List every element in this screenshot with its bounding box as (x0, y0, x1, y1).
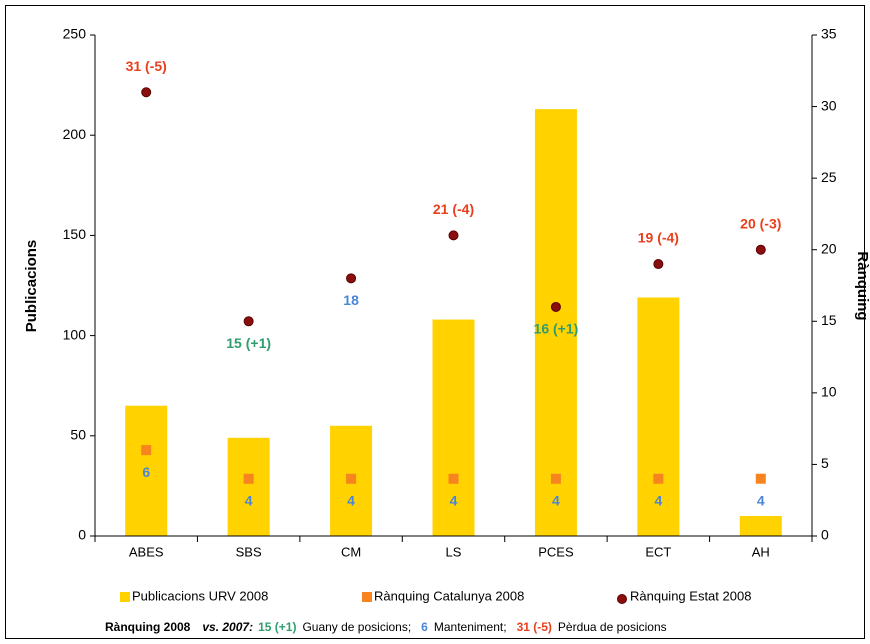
point (141, 445, 152, 456)
data-label: 21 (-4) (433, 201, 474, 217)
point (653, 473, 664, 484)
footnote-part: Manteniment; (434, 620, 507, 634)
data-label: 4 (654, 492, 662, 508)
legend-marker (120, 592, 130, 602)
y-tick-label: 200 (63, 126, 87, 142)
bar (739, 515, 782, 536)
data-label: 4 (245, 492, 253, 508)
point (550, 473, 561, 484)
x-tick-label: ABES (129, 544, 164, 559)
y-tick-label: 150 (63, 226, 87, 242)
chart-frame (5, 5, 865, 639)
y2-tick-label: 35 (821, 26, 837, 42)
x-tick-label: AH (752, 544, 770, 559)
y2-tick-label: 25 (821, 169, 837, 185)
y2-tick-label: 5 (821, 455, 829, 471)
y-tick-label: 0 (78, 527, 86, 543)
x-tick-label: ECT (645, 544, 671, 559)
data-label: 4 (552, 492, 560, 508)
point (448, 473, 459, 484)
bar (227, 437, 270, 536)
footnote: Rànquing 2008 vs. 2007: 15 (+1) Guany de po… (105, 620, 667, 634)
bar (637, 297, 680, 536)
x-tick-label: PCES (538, 544, 574, 559)
data-label: 4 (450, 492, 458, 508)
footnote-part: 6 (421, 620, 428, 634)
y-axis-label: Publicacions (23, 240, 40, 333)
x-tick-label: LS (446, 544, 462, 559)
data-label: 4 (347, 492, 355, 508)
y-tick-label: 250 (63, 26, 87, 42)
data-label: 16 (+1) (534, 321, 579, 337)
y2-tick-label: 0 (821, 527, 829, 543)
point (550, 301, 561, 312)
y2-tick-label: 10 (821, 384, 837, 400)
point (755, 473, 766, 484)
x-tick-label: SBS (236, 544, 262, 559)
data-label: 18 (343, 292, 359, 308)
footnote-part: Rànquing 2008 (105, 620, 191, 634)
y2-tick-label: 15 (821, 312, 837, 328)
bar (534, 109, 577, 536)
point (346, 473, 357, 484)
point (755, 244, 766, 255)
x-tick-label: CM (341, 544, 361, 559)
point (243, 316, 254, 327)
point (653, 259, 664, 270)
footnote-part: Guany de posicions; (302, 620, 411, 634)
footnote-part: vs. 2007: (202, 620, 253, 634)
legend-label: Rànquing Estat 2008 (630, 588, 751, 603)
legend-label: Rànquing Catalunya 2008 (374, 588, 524, 603)
point (243, 473, 254, 484)
footnote-part: 15 (+1) (258, 620, 296, 634)
data-label: 19 (-4) (638, 230, 679, 246)
y-tick-label: 100 (63, 326, 87, 342)
point (346, 273, 357, 284)
data-label: 6 (142, 464, 150, 480)
bar (432, 319, 475, 536)
footnote-part: 31 (-5) (517, 620, 552, 634)
data-label: 20 (-3) (740, 215, 781, 231)
footnote-part: Pèrdua de posicions (558, 620, 667, 634)
y2-tick-label: 20 (821, 240, 837, 256)
legend-marker (617, 594, 627, 604)
legend-marker (362, 592, 372, 602)
data-label: 4 (757, 492, 765, 508)
point (141, 87, 152, 98)
legend-label: Publicacions URV 2008 (132, 588, 268, 603)
y2-tick-label: 30 (821, 97, 837, 113)
data-label: 31 (-5) (126, 58, 167, 74)
point (448, 230, 459, 241)
y2-axis-label: Rànquing (854, 251, 870, 320)
bar (125, 405, 168, 536)
data-label: 15 (+1) (226, 335, 271, 351)
y-tick-label: 50 (70, 427, 86, 443)
